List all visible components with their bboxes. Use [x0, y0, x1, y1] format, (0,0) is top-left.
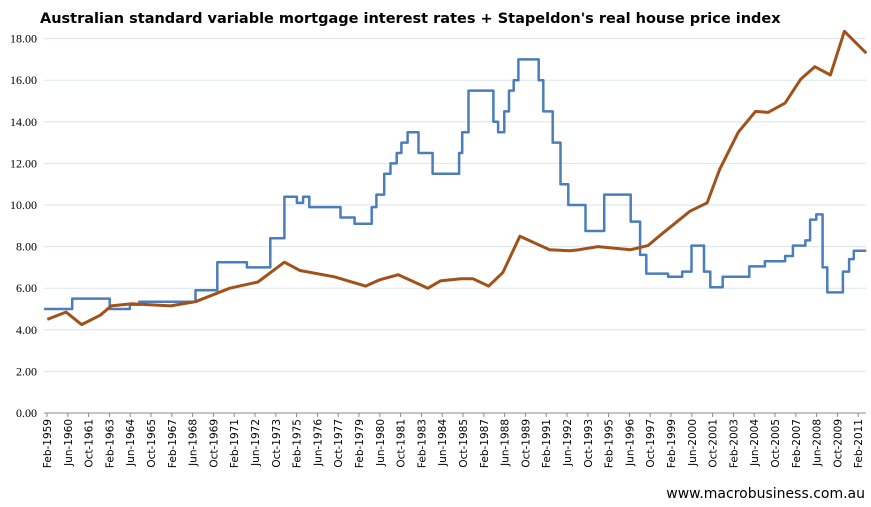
x-tick-label: Jun-1972 [250, 419, 262, 467]
house-price-index-line [46, 29, 868, 327]
x-tick-label: Oct-1969 [208, 419, 220, 468]
y-tick-label: 2.00 [16, 364, 37, 378]
x-tick-label: Feb-1971 [229, 419, 241, 468]
x-tick-label: Oct-2009 [832, 419, 844, 468]
x-tick-label: Feb-1963 [104, 419, 116, 468]
x-tick-label: Oct-2005 [770, 419, 782, 468]
chart-title: Australian standard variable mortgage in… [40, 11, 781, 27]
x-tick-label: Feb-1983 [416, 419, 428, 468]
x-tick-label: Jun-1980 [375, 419, 387, 467]
x-tick-label: Oct-1997 [645, 419, 657, 468]
x-tick-label: Jun-1988 [500, 419, 512, 467]
x-tick-label: Feb-1987 [479, 419, 491, 468]
y-tick-label: 16.00 [10, 73, 37, 87]
x-tick-label: Oct-1965 [146, 419, 158, 468]
y-tick-label: 14.00 [10, 115, 37, 129]
y-tick-label: 10.00 [10, 198, 37, 212]
x-tick-label: Feb-1975 [292, 419, 304, 468]
x-tick-label: Feb-2003 [728, 419, 740, 468]
y-tick-label: 6.00 [16, 281, 37, 295]
x-tick-label: Jun-1984 [437, 419, 449, 467]
x-tick-label: Jun-2004 [749, 419, 761, 467]
y-tick-label: 0.00 [16, 406, 37, 420]
x-tick-label: Feb-1995 [604, 419, 616, 468]
x-tick-label: Feb-2007 [791, 419, 803, 468]
x-tick-label: Jun-1992 [562, 419, 574, 467]
x-tick-label: Oct-1961 [84, 419, 96, 468]
x-tick-label: Oct-1989 [520, 419, 532, 468]
x-tick-label: Feb-1959 [42, 419, 54, 468]
x-tick-label: Oct-1993 [583, 419, 595, 468]
x-tick-label: Feb-1999 [666, 419, 678, 468]
x-tick-label: Feb-1991 [541, 419, 553, 468]
x-tick-label: Jun-1960 [63, 419, 75, 467]
x-tick-label: Jun-1964 [125, 419, 137, 467]
x-tick-label: Oct-1977 [333, 419, 345, 468]
x-tick-label: Jun-1996 [624, 419, 636, 467]
x-tick-label: Oct-2001 [708, 419, 720, 468]
x-tick-label: Jun-1976 [312, 419, 324, 467]
y-tick-label: 18.00 [10, 32, 37, 46]
watermark: www.macrobusiness.com.au [666, 486, 865, 502]
y-tick-label: 4.00 [16, 323, 37, 337]
x-tick-label: Jun-2008 [812, 419, 824, 467]
x-tick-label: Jun-2000 [687, 419, 699, 467]
mortgage-rate-line [44, 58, 867, 311]
x-tick-label: Feb-1967 [167, 419, 179, 468]
x-tick-label: Feb-2011 [853, 419, 865, 468]
x-tick-label: Oct-1981 [396, 419, 408, 468]
x-tick-label: Feb-1979 [354, 419, 366, 468]
y-tick-label: 12.00 [10, 156, 37, 170]
x-tick-label: Oct-1973 [271, 419, 283, 468]
x-tick-label: Oct-1985 [458, 419, 470, 468]
y-tick-label: 8.00 [16, 240, 37, 254]
x-tick-label: Jun-1968 [188, 419, 200, 467]
